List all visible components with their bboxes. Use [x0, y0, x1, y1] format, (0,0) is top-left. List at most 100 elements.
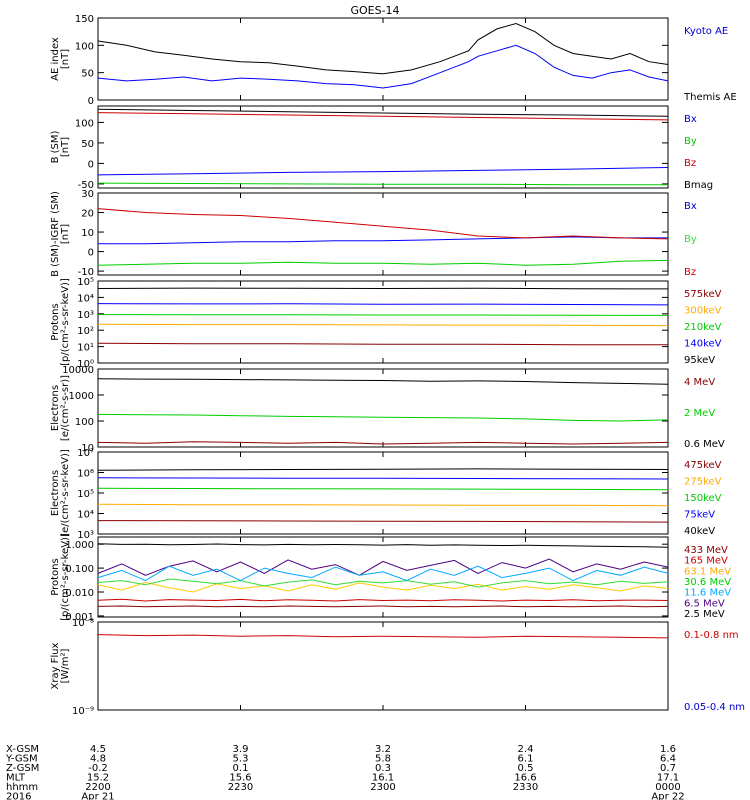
series-line-2-5-mev [97, 605, 669, 608]
legend-entry: 575keV [684, 289, 722, 300]
legend-entry: 75keV [684, 510, 715, 521]
series-line-bx [97, 167, 669, 176]
legend-entry: 150keV [684, 493, 722, 504]
orbit-row-value: 17.1 [657, 773, 679, 784]
y-tick-label: 10⁵ [77, 489, 94, 500]
y-tick-label: 100 [75, 417, 94, 428]
series-line-11-6-mev [97, 565, 669, 582]
legend-entry: 140keV [684, 339, 722, 350]
orbit-row-value: 6.1 [518, 754, 534, 765]
legend-entry: 0.05-0.4 nm [684, 702, 745, 713]
series-line-63-1-mev [97, 581, 669, 593]
y-axis-label: B (SM)-IGRF (SM) [50, 191, 61, 277]
panel-3: -10 0 10 20 30 B (SM)-IGRF (SM) [nT] Bx By Bz [50, 189, 697, 278]
panel-frame [97, 280, 669, 364]
legend-entry: By [684, 136, 697, 147]
y-tick-label: 10⁰ [77, 359, 94, 370]
legend-entry: 0.6 MeV [684, 439, 725, 450]
y-tick-label: 10⁴ [77, 510, 94, 521]
orbit-row-value: 0.5 [518, 763, 534, 774]
orbit-row-value: 4.5 [90, 744, 106, 755]
orbit-row-value: 2330 [513, 782, 538, 793]
series-line-bx [98, 236, 668, 245]
legend-entry: 300keV [684, 306, 722, 317]
legend-entry: 11.6 MeV [684, 588, 731, 599]
y-axis-label: [e/(cm²-s-sr-keV)] [60, 449, 71, 537]
series-line-by [97, 259, 669, 266]
y-tick-label: -10 [78, 267, 94, 278]
y-tick-label: 10⁷ [77, 448, 94, 459]
y-tick-label: 10⁻⁸ [72, 618, 94, 629]
orbit-row-value: 5.3 [233, 754, 249, 765]
orbit-row-label: 2016 [6, 792, 31, 800]
orbit-row-value: -0.2 [88, 763, 108, 774]
y-tick-label: 0.100 [65, 564, 94, 575]
y-tick-label: 10³ [77, 530, 94, 541]
series-line-by [97, 182, 668, 186]
y-tick-label: 10000 [62, 365, 94, 376]
series-line-themis-ae [97, 22, 669, 75]
y-axis-label: AE index [50, 37, 61, 81]
figure-title: GOES-14 [350, 4, 399, 17]
y-axis-label: [nT] [60, 137, 71, 157]
y-tick-label: 100 [75, 41, 94, 52]
legend-entry: Bx [684, 201, 697, 212]
y-tick-label: 0 [88, 248, 94, 259]
series-line-140kev [97, 323, 669, 327]
y-tick-label: 10¹ [77, 343, 94, 354]
orbit-row-value: 15.2 [87, 773, 109, 784]
y-axis-label: [e/(cm²-s-sr)] [60, 375, 71, 441]
panel-1: 0 50 100 150 AE index [nT] Kyoto AE Themis AE [50, 14, 737, 107]
y-tick-label: 0.010 [65, 588, 94, 599]
legend-entry: 2.5 MeV [684, 609, 725, 620]
series-line-165-mev [97, 558, 669, 576]
series-line-433-mev [97, 543, 669, 548]
y-tick-label: 50 [81, 139, 94, 150]
series-line-bz [97, 112, 669, 121]
series-line-kyoto-ae [97, 44, 669, 89]
panel-2: -50 0 50 100 B (SM) [nT] Bx By Bz Bmag [50, 105, 713, 191]
legend-entry: Themis AE [683, 92, 737, 103]
y-tick-label: -50 [78, 180, 94, 191]
orbit-row-value: 4.8 [90, 754, 106, 765]
legend-entry: Bmag [684, 180, 713, 191]
orbit-row-label: X-GSM [6, 744, 39, 755]
y-axis-label: Electrons [50, 385, 61, 431]
legend-entry: 475keV [684, 460, 722, 471]
legend-entry: 165 MeV [684, 556, 728, 567]
y-tick-label: 0 [88, 96, 94, 107]
orbit-row-value: 16.1 [372, 773, 394, 784]
legend-entry: Bx [684, 114, 697, 125]
y-axis-label: Protons [50, 558, 61, 595]
legend-entry: 95keV [684, 355, 715, 366]
panel-8: 10⁻⁹ 10⁻⁸ Xray Flux [W/m²] 0.1-0.8 nm 0.05-0.… [50, 618, 745, 717]
y-axis-label: Xray Flux [50, 642, 61, 689]
legend-entry: 2 MeV [684, 408, 715, 419]
series-line-210kev [97, 314, 669, 316]
y-axis-label: Protons [50, 303, 61, 340]
y-axis-label: [nT] [60, 49, 71, 69]
orbit-row-value: 2200 [85, 782, 110, 793]
y-tick-label: 10⁻⁹ [72, 706, 94, 717]
series-line-30-6-mev [97, 578, 669, 588]
legend-entry: 6.5 MeV [684, 598, 725, 609]
series-line-0-1-0-8-nm [97, 634, 669, 639]
series-line-95kev [97, 342, 668, 346]
legend-entry: 433 MeV [684, 545, 728, 556]
orbit-row-label: hhmm [6, 782, 38, 793]
orbit-row-value: Apr 22 [651, 792, 684, 800]
legend-entry: 40keV [684, 526, 715, 537]
y-tick-label: 50 [81, 69, 94, 80]
legend-entry: 30.6 MeV [684, 577, 731, 588]
legend-entry: Bz [684, 158, 696, 169]
orbit-row-value: 2300 [370, 782, 395, 793]
legend-entry: 275keV [684, 477, 722, 488]
y-tick-label: 10² [77, 326, 94, 337]
y-tick-label: 10 [81, 443, 94, 454]
series-line-275kev [97, 503, 669, 507]
orbit-row-value: 6.4 [660, 754, 676, 765]
orbit-row-label: Y-GSM [5, 754, 38, 765]
y-tick-label: 0 [88, 159, 94, 170]
series-line-475kev [97, 520, 669, 523]
